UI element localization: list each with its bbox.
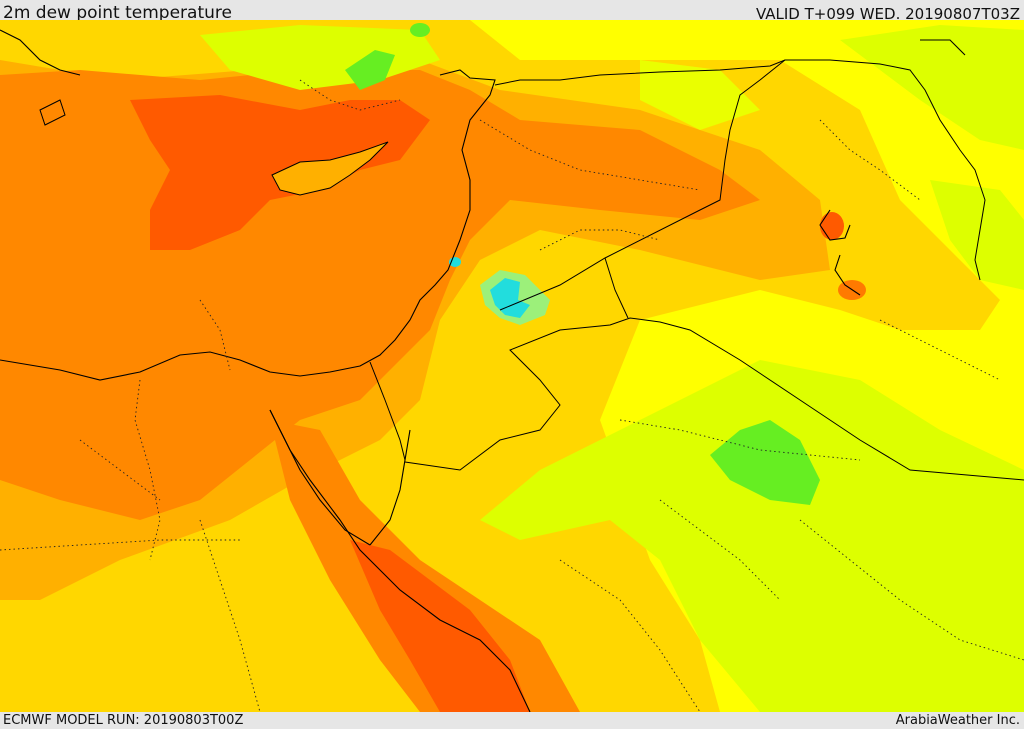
- yellow-green-northeast: [840, 25, 1024, 150]
- yellow-green-zone: [480, 360, 1024, 712]
- dark-orange-spot-gulf: [820, 212, 844, 240]
- cyprus-island: [271, 141, 389, 196]
- green-zone-north: [345, 50, 395, 90]
- dew-point-map: [0, 20, 1024, 712]
- country-borders: [369, 59, 1024, 481]
- yellow-green-mena: [640, 60, 760, 130]
- model-run: ECMWF MODEL RUN: 20190803T00Z: [3, 713, 244, 728]
- crete-island: [39, 99, 66, 126]
- valid-time: VALID T+099 WED. 20190807T03Z: [755, 5, 1020, 23]
- cyan-core: [490, 278, 530, 318]
- dark-orange-red-sea: [350, 540, 530, 712]
- credit: ArabiaWeather Inc.: [895, 713, 1020, 728]
- map-title: 2m dew point temperature: [3, 3, 232, 23]
- province-borders: [0, 79, 1024, 712]
- header-bar: 2m dew point temperature VALID T+099 WED…: [0, 0, 1024, 23]
- yellow-green-east: [930, 180, 1024, 290]
- red-sea-orange-zone: [270, 420, 580, 712]
- coastlines: [0, 29, 966, 712]
- green-zone-desert: [710, 420, 820, 505]
- footer-bar: ECMWF MODEL RUN: 20190803T00Z ArabiaWeat…: [0, 712, 1024, 729]
- green-spot-top: [410, 23, 430, 37]
